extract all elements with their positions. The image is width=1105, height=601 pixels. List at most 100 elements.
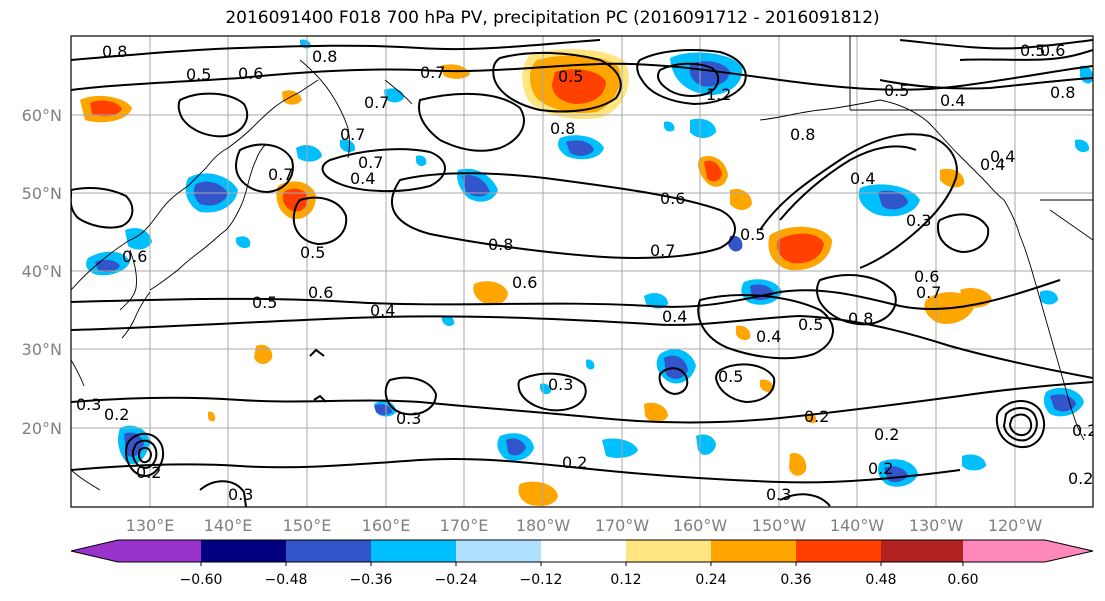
- pv-contours: [71, 39, 1093, 507]
- contour-label: 0.5: [884, 81, 909, 100]
- contour-label: 0.2: [136, 463, 161, 482]
- lat-label: 60°N: [22, 106, 62, 125]
- contour-label: 0.3: [76, 395, 101, 414]
- contour-label: 0.5: [186, 65, 211, 84]
- contour-label: 0.3: [228, 485, 253, 504]
- contour-label: 0.6: [122, 247, 147, 266]
- contour-label: 0.4: [990, 147, 1015, 166]
- contour-label: 0.2: [104, 405, 129, 424]
- map-panel: 0.8 0.6 0.5 0.7 0.8 0.7 0.6 0.5 0.7 0.4 …: [71, 36, 1097, 507]
- lat-label: 30°N: [22, 340, 62, 359]
- colorbar-tick-label: −0.48: [265, 572, 308, 588]
- colorbar-tick-label: 0.36: [780, 572, 811, 588]
- lon-label: 180°W: [516, 516, 571, 535]
- contour-label: 0.7: [650, 241, 675, 260]
- coastlines: [71, 36, 1093, 491]
- colorbar-segment: [881, 540, 963, 562]
- contour-label: 0.4: [940, 91, 965, 110]
- lon-label: 130°W: [909, 516, 964, 535]
- graticule: [71, 36, 1093, 507]
- contour-label: 0.8: [848, 309, 873, 328]
- contour-label: 0.7: [916, 283, 941, 302]
- contour-label: 0.4: [850, 169, 875, 188]
- contour-label: 0.7: [420, 63, 445, 82]
- colorbar-segment: [286, 540, 371, 562]
- contour-label: 0.8: [1050, 83, 1075, 102]
- lon-label: 170°E: [440, 516, 489, 535]
- contour-label: 0.7: [364, 93, 389, 112]
- lon-label: 160°E: [362, 516, 411, 535]
- contour-label: 0.5: [558, 67, 583, 86]
- contour-label: 0.3: [548, 375, 573, 394]
- colorbar-tick-label: −0.12: [520, 572, 563, 588]
- contour-label: 0.6: [512, 273, 537, 292]
- colorbar-segment: [371, 540, 456, 562]
- contour-label: 0.6: [1040, 41, 1065, 60]
- contour-label: 0.8: [102, 42, 127, 61]
- contour-label: 0.5: [1020, 41, 1045, 60]
- lon-label: 120°W: [988, 516, 1043, 535]
- lon-label: 150°E: [283, 516, 332, 535]
- lon-label: 150°W: [752, 516, 807, 535]
- contour-label: 0.8: [790, 125, 815, 144]
- contour-label: 0.4: [756, 327, 781, 346]
- contour-label: 0.6: [238, 64, 263, 83]
- longitude-labels: 130°E 140°E 150°E 160°E 170°E 180°W 170°…: [126, 516, 1043, 535]
- contour-label: 0.5: [300, 243, 325, 262]
- contour-label: 0.5: [252, 293, 277, 312]
- colorbar-segment: [541, 540, 626, 562]
- contour-label: 0.3: [766, 485, 791, 504]
- lon-label: 140°E: [204, 516, 253, 535]
- contour-label: 0.3: [396, 409, 421, 428]
- contour-label: 0.2: [868, 459, 893, 478]
- contour-label: 0.8: [488, 235, 513, 254]
- contour-label: 0.8: [312, 47, 337, 66]
- contour-label: 0.4: [980, 155, 1005, 174]
- contour-label: 0.6: [308, 283, 333, 302]
- colorbar-segment: [456, 540, 541, 562]
- lon-label: 170°W: [595, 516, 650, 535]
- lon-label: 130°E: [126, 516, 175, 535]
- contour-label: 0.6: [914, 267, 939, 286]
- colorbar-tick-label: 0.12: [610, 572, 641, 588]
- colorbar-tick-label: 0.60: [947, 572, 978, 588]
- contour-label: 0.2: [562, 453, 587, 472]
- contour-label: 0.7: [340, 125, 365, 144]
- colorbar-tick-label: −0.36: [350, 572, 393, 588]
- colorbar-segment: [796, 540, 881, 562]
- contour-label: 0.7: [358, 153, 383, 172]
- lat-label: 50°N: [22, 184, 62, 203]
- colorbar-tick-label: 0.48: [865, 572, 896, 588]
- colorbar-tick-label: −0.24: [435, 572, 478, 588]
- colorbar-tick-label: 0.24: [695, 572, 726, 588]
- colorbar-segment: [711, 540, 796, 562]
- contour-label: 0.5: [740, 225, 765, 244]
- map-frame: [70, 35, 1094, 508]
- contour-label: 0.7: [268, 165, 293, 184]
- contour-label: 0.3: [906, 211, 931, 230]
- colorbar: −0.60 −0.48 −0.36 −0.24 −0.12 0.12 0.24 …: [70, 539, 1094, 588]
- contour-label: 0.2: [1072, 421, 1097, 440]
- colorbar-extend-min: [71, 540, 201, 562]
- contour-label: 0.5: [798, 315, 823, 334]
- contour-label: 0.4: [662, 307, 687, 326]
- contour-labels: 0.8 0.6 0.5 0.7 0.8 0.7 0.6 0.5 0.7 0.4 …: [76, 41, 1097, 504]
- contour-label: 1.2: [706, 85, 731, 104]
- lon-label: 140°W: [830, 516, 885, 535]
- colorbar-extend-max: [963, 540, 1093, 562]
- latitude-labels: 60°N 50°N 40°N 30°N 20°N: [22, 106, 62, 438]
- contour-label: 0.4: [350, 169, 375, 188]
- contour-label: 0.4: [370, 301, 395, 320]
- colorbar-segment: [626, 540, 711, 562]
- lat-label: 20°N: [22, 419, 62, 438]
- contour-label: 0.6: [660, 189, 685, 208]
- map-title: 2016091400 F018 700 hPa PV, precipitatio…: [225, 8, 880, 28]
- contour-label: 0.2: [1068, 469, 1093, 488]
- lon-label: 160°W: [673, 516, 728, 535]
- contour-label: 0.5: [718, 367, 743, 386]
- contour-label: 0.2: [804, 407, 829, 426]
- colorbar-segment: [201, 540, 286, 562]
- contour-label: 0.8: [550, 119, 575, 138]
- lat-label: 40°N: [22, 262, 62, 281]
